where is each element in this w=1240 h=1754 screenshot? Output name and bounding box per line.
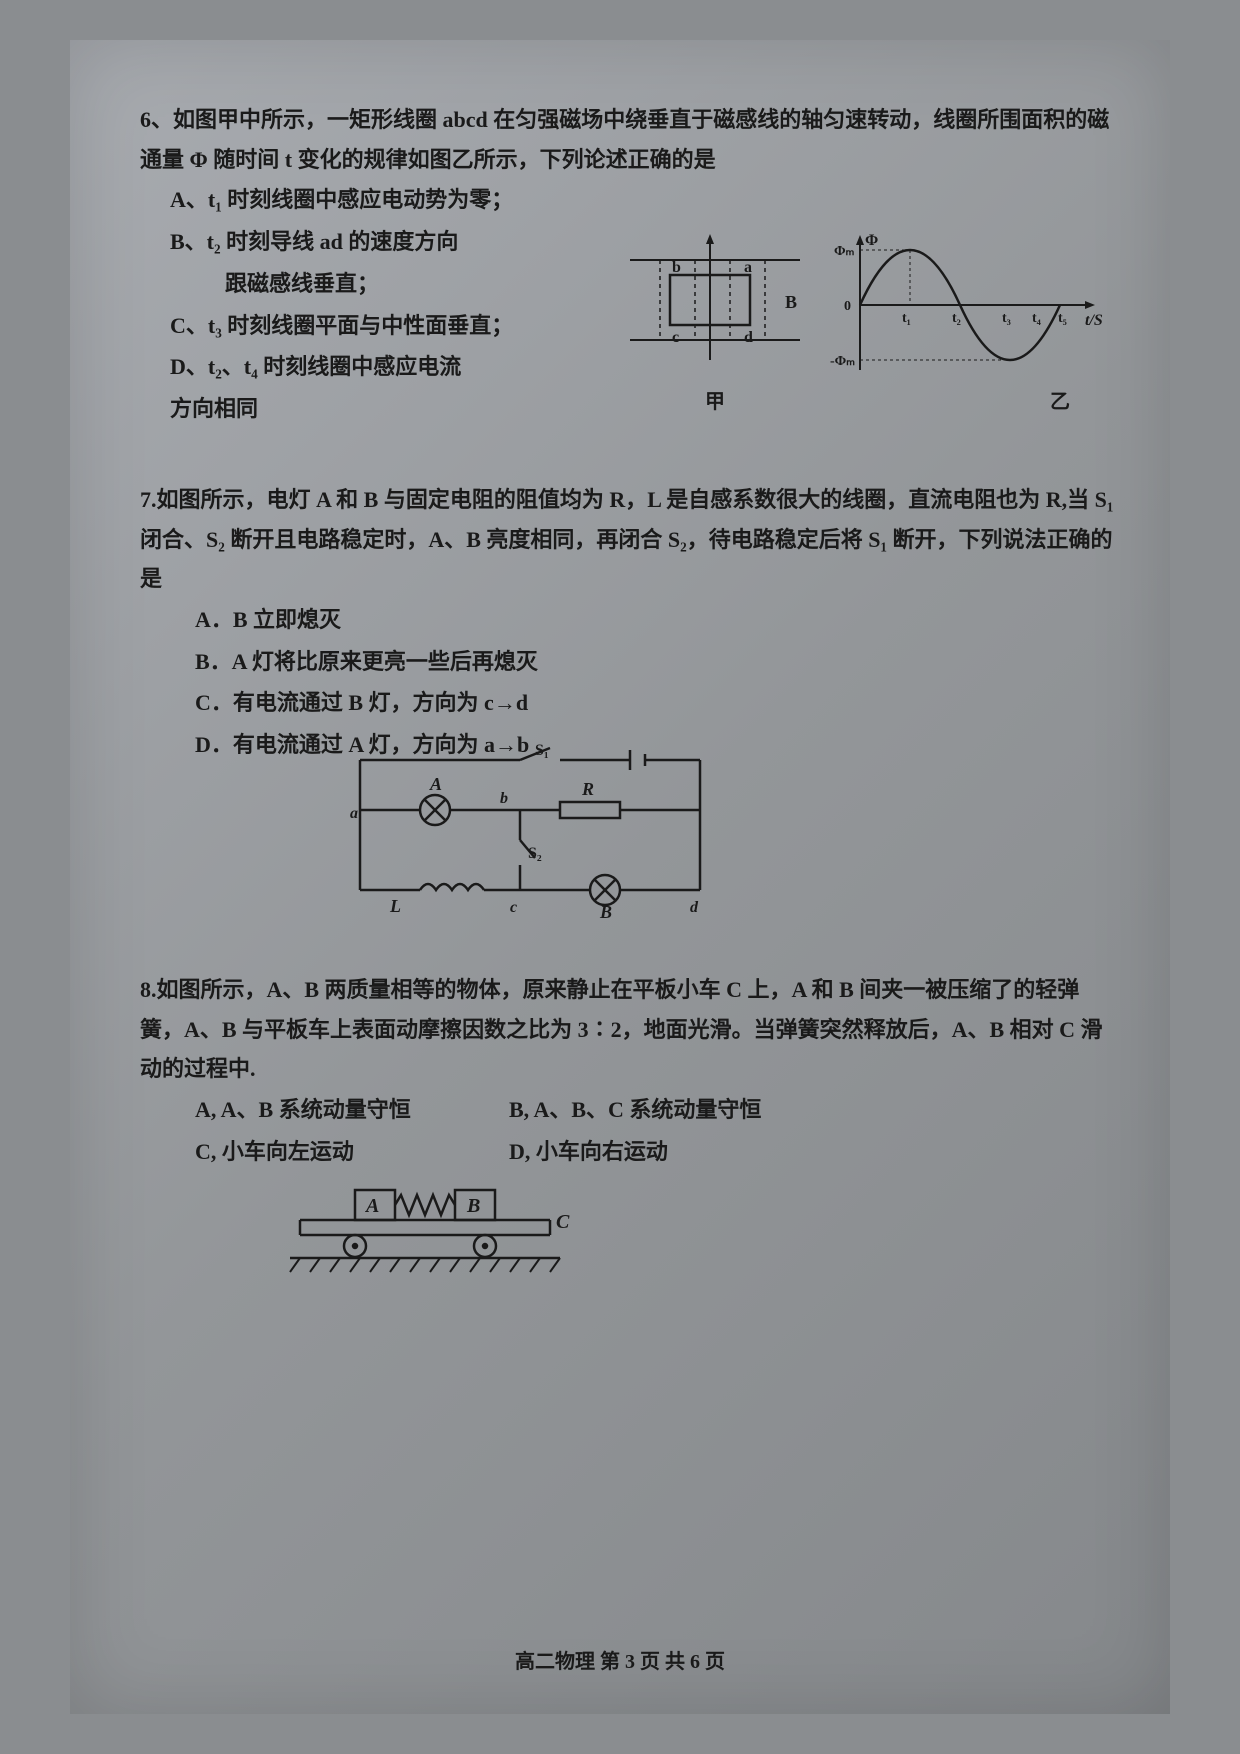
svg-text:d: d bbox=[690, 899, 699, 916]
svg-text:t/S: t/S bbox=[1085, 312, 1103, 329]
svg-text:B: B bbox=[785, 292, 797, 312]
page-footer: 高二物理 第 3 页 共 6 页 bbox=[70, 1645, 1170, 1674]
q8-cart-diagram: A B C bbox=[260, 1180, 600, 1295]
cart-spring-icon: A B C bbox=[260, 1180, 600, 1290]
svg-text:R: R bbox=[581, 779, 594, 799]
q8-option-d: D, 小车向右运动 bbox=[509, 1131, 668, 1173]
svg-text:t₂: t₂ bbox=[952, 311, 961, 326]
question-6: 6、如图甲中所示，一矩形线圈 abcd 在匀强磁场中绕垂直于磁感线的轴匀速转动，… bbox=[140, 100, 1120, 430]
q6-diagram-left: b a c d B 甲 bbox=[620, 230, 810, 414]
q6-number: 6、 bbox=[140, 107, 173, 132]
q7-option-b: B．A 灯将比原来更亮一些后再熄灭 bbox=[195, 641, 1120, 683]
svg-text:c: c bbox=[672, 329, 679, 346]
svg-text:d: d bbox=[744, 329, 753, 346]
q7-circuit-diagram: S₁ A b R a S₂ L c B d bbox=[320, 740, 740, 925]
svg-text:t₄: t₄ bbox=[1032, 311, 1042, 326]
svg-text:a: a bbox=[350, 805, 358, 822]
q6-right-label: 乙 bbox=[830, 385, 1110, 414]
svg-text:b: b bbox=[500, 790, 508, 807]
svg-text:S₂: S₂ bbox=[528, 845, 542, 862]
sine-graph-icon: Φ Φₘ 0 -Φₘ t₁ t₂ t₃ t₄ t₅ t/S bbox=[830, 230, 1110, 380]
q8-option-b: B, A、B、C 系统动量守恒 bbox=[509, 1089, 761, 1131]
q7-option-c: C．有电流通过 B 灯，方向为 c→d bbox=[195, 682, 1120, 724]
svg-text:B: B bbox=[599, 902, 612, 920]
svg-text:S₁: S₁ bbox=[535, 742, 549, 759]
q7-option-a: A．B 立即熄灭 bbox=[195, 599, 1120, 641]
svg-text:C: C bbox=[556, 1211, 570, 1233]
svg-text:t₃: t₃ bbox=[1002, 311, 1011, 326]
q7-number: 7. bbox=[140, 487, 157, 512]
q8-number: 8. bbox=[140, 977, 157, 1002]
svg-text:t₅: t₅ bbox=[1058, 311, 1067, 326]
svg-text:-Φₘ: -Φₘ bbox=[830, 354, 855, 369]
svg-text:Φ: Φ bbox=[865, 232, 878, 249]
q6-left-label: 甲 bbox=[620, 385, 810, 414]
q8-stem: 8.如图所示，A、B 两质量相等的物体，原来静止在平板小车 C 上，A 和 B … bbox=[140, 970, 1120, 1089]
svg-text:c: c bbox=[510, 899, 517, 916]
q6-stem: 6、如图甲中所示，一矩形线圈 abcd 在匀强磁场中绕垂直于磁感线的轴匀速转动，… bbox=[140, 100, 1120, 179]
svg-text:0: 0 bbox=[844, 299, 851, 314]
question-8: 8.如图所示，A、B 两质量相等的物体，原来静止在平板小车 C 上，A 和 B … bbox=[140, 970, 1120, 1290]
q6-option-a: A、t₁ 时刻线圈中感应电动势为零； bbox=[170, 179, 1120, 221]
q8-option-a: A, A、B 系统动量守恒 bbox=[195, 1089, 505, 1131]
svg-text:a: a bbox=[744, 259, 752, 276]
circuit-icon: S₁ A b R a S₂ L c B d bbox=[320, 740, 740, 920]
question-7: 7.如图所示，电灯 A 和 B 与固定电阻的阻值均为 R，L 是自感系数很大的线… bbox=[140, 480, 1120, 920]
q6-diagram-right: Φ Φₘ 0 -Φₘ t₁ t₂ t₃ t₄ t₅ t/S 乙 bbox=[830, 230, 1110, 414]
q8-option-c: C, 小车向左运动 bbox=[195, 1131, 505, 1173]
svg-text:b: b bbox=[672, 259, 681, 276]
svg-text:L: L bbox=[389, 896, 401, 916]
svg-text:B: B bbox=[466, 1195, 480, 1217]
svg-text:Φₘ: Φₘ bbox=[834, 244, 855, 259]
svg-text:A: A bbox=[364, 1195, 379, 1217]
coil-diagram-icon: b a c d B bbox=[620, 230, 810, 380]
svg-text:A: A bbox=[429, 774, 442, 794]
svg-text:t₁: t₁ bbox=[902, 311, 911, 326]
q7-stem: 7.如图所示，电灯 A 和 B 与固定电阻的阻值均为 R，L 是自感系数很大的线… bbox=[140, 480, 1120, 599]
